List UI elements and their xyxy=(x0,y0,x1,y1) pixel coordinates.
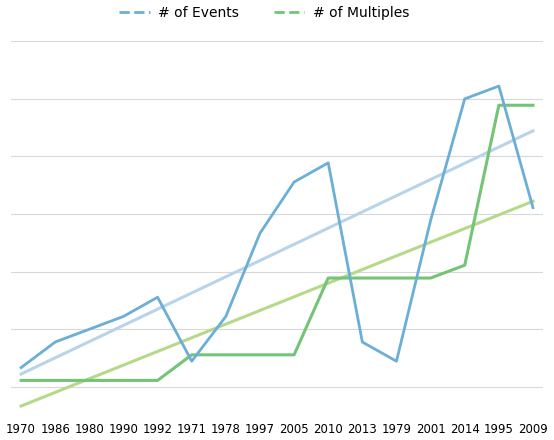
Legend: # of Events, # of Multiples: # of Events, # of Multiples xyxy=(114,0,414,25)
